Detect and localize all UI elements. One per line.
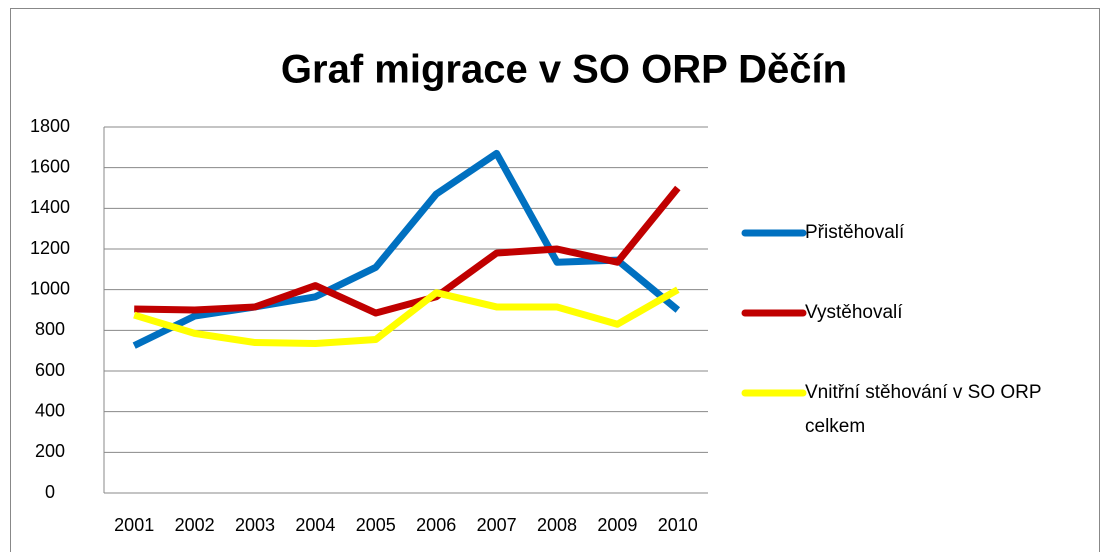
chart-border <box>10 8 1100 552</box>
x-tick-label: 2010 <box>658 515 698 535</box>
y-tick-label: 1400 <box>30 197 70 217</box>
x-tick-label: 2008 <box>537 515 577 535</box>
y-tick-label: 400 <box>35 400 65 420</box>
legend-label: Přistěhovalí <box>805 222 905 243</box>
x-tick-label: 2003 <box>235 515 275 535</box>
y-tick-label: 1200 <box>30 238 70 258</box>
y-tick-label: 200 <box>35 441 65 461</box>
legend-label: Vystěhovalí <box>805 302 903 323</box>
x-tick-label: 2006 <box>416 515 456 535</box>
chart-title: Graf migrace v SO ORP Děčín <box>281 48 847 92</box>
y-tick-label: 1600 <box>30 156 70 176</box>
x-tick-label: 2007 <box>477 515 517 535</box>
y-tick-label: 1800 <box>30 116 70 136</box>
y-tick-label: 1000 <box>30 278 70 298</box>
data-line <box>134 185 681 317</box>
y-tick-label: 800 <box>35 319 65 339</box>
x-tick-label: 2001 <box>114 515 154 535</box>
x-tick-label: 2004 <box>295 515 335 535</box>
x-tick-label: 2005 <box>356 515 396 535</box>
x-tick-label: 2009 <box>597 515 637 535</box>
y-tick-label: 0 <box>45 482 55 502</box>
data-line <box>133 286 680 348</box>
x-tick-label: 2002 <box>175 515 215 535</box>
legend-label: Vnitřní stěhování v SO ORP celkem <box>805 382 1042 437</box>
y-tick-label: 600 <box>35 360 65 380</box>
